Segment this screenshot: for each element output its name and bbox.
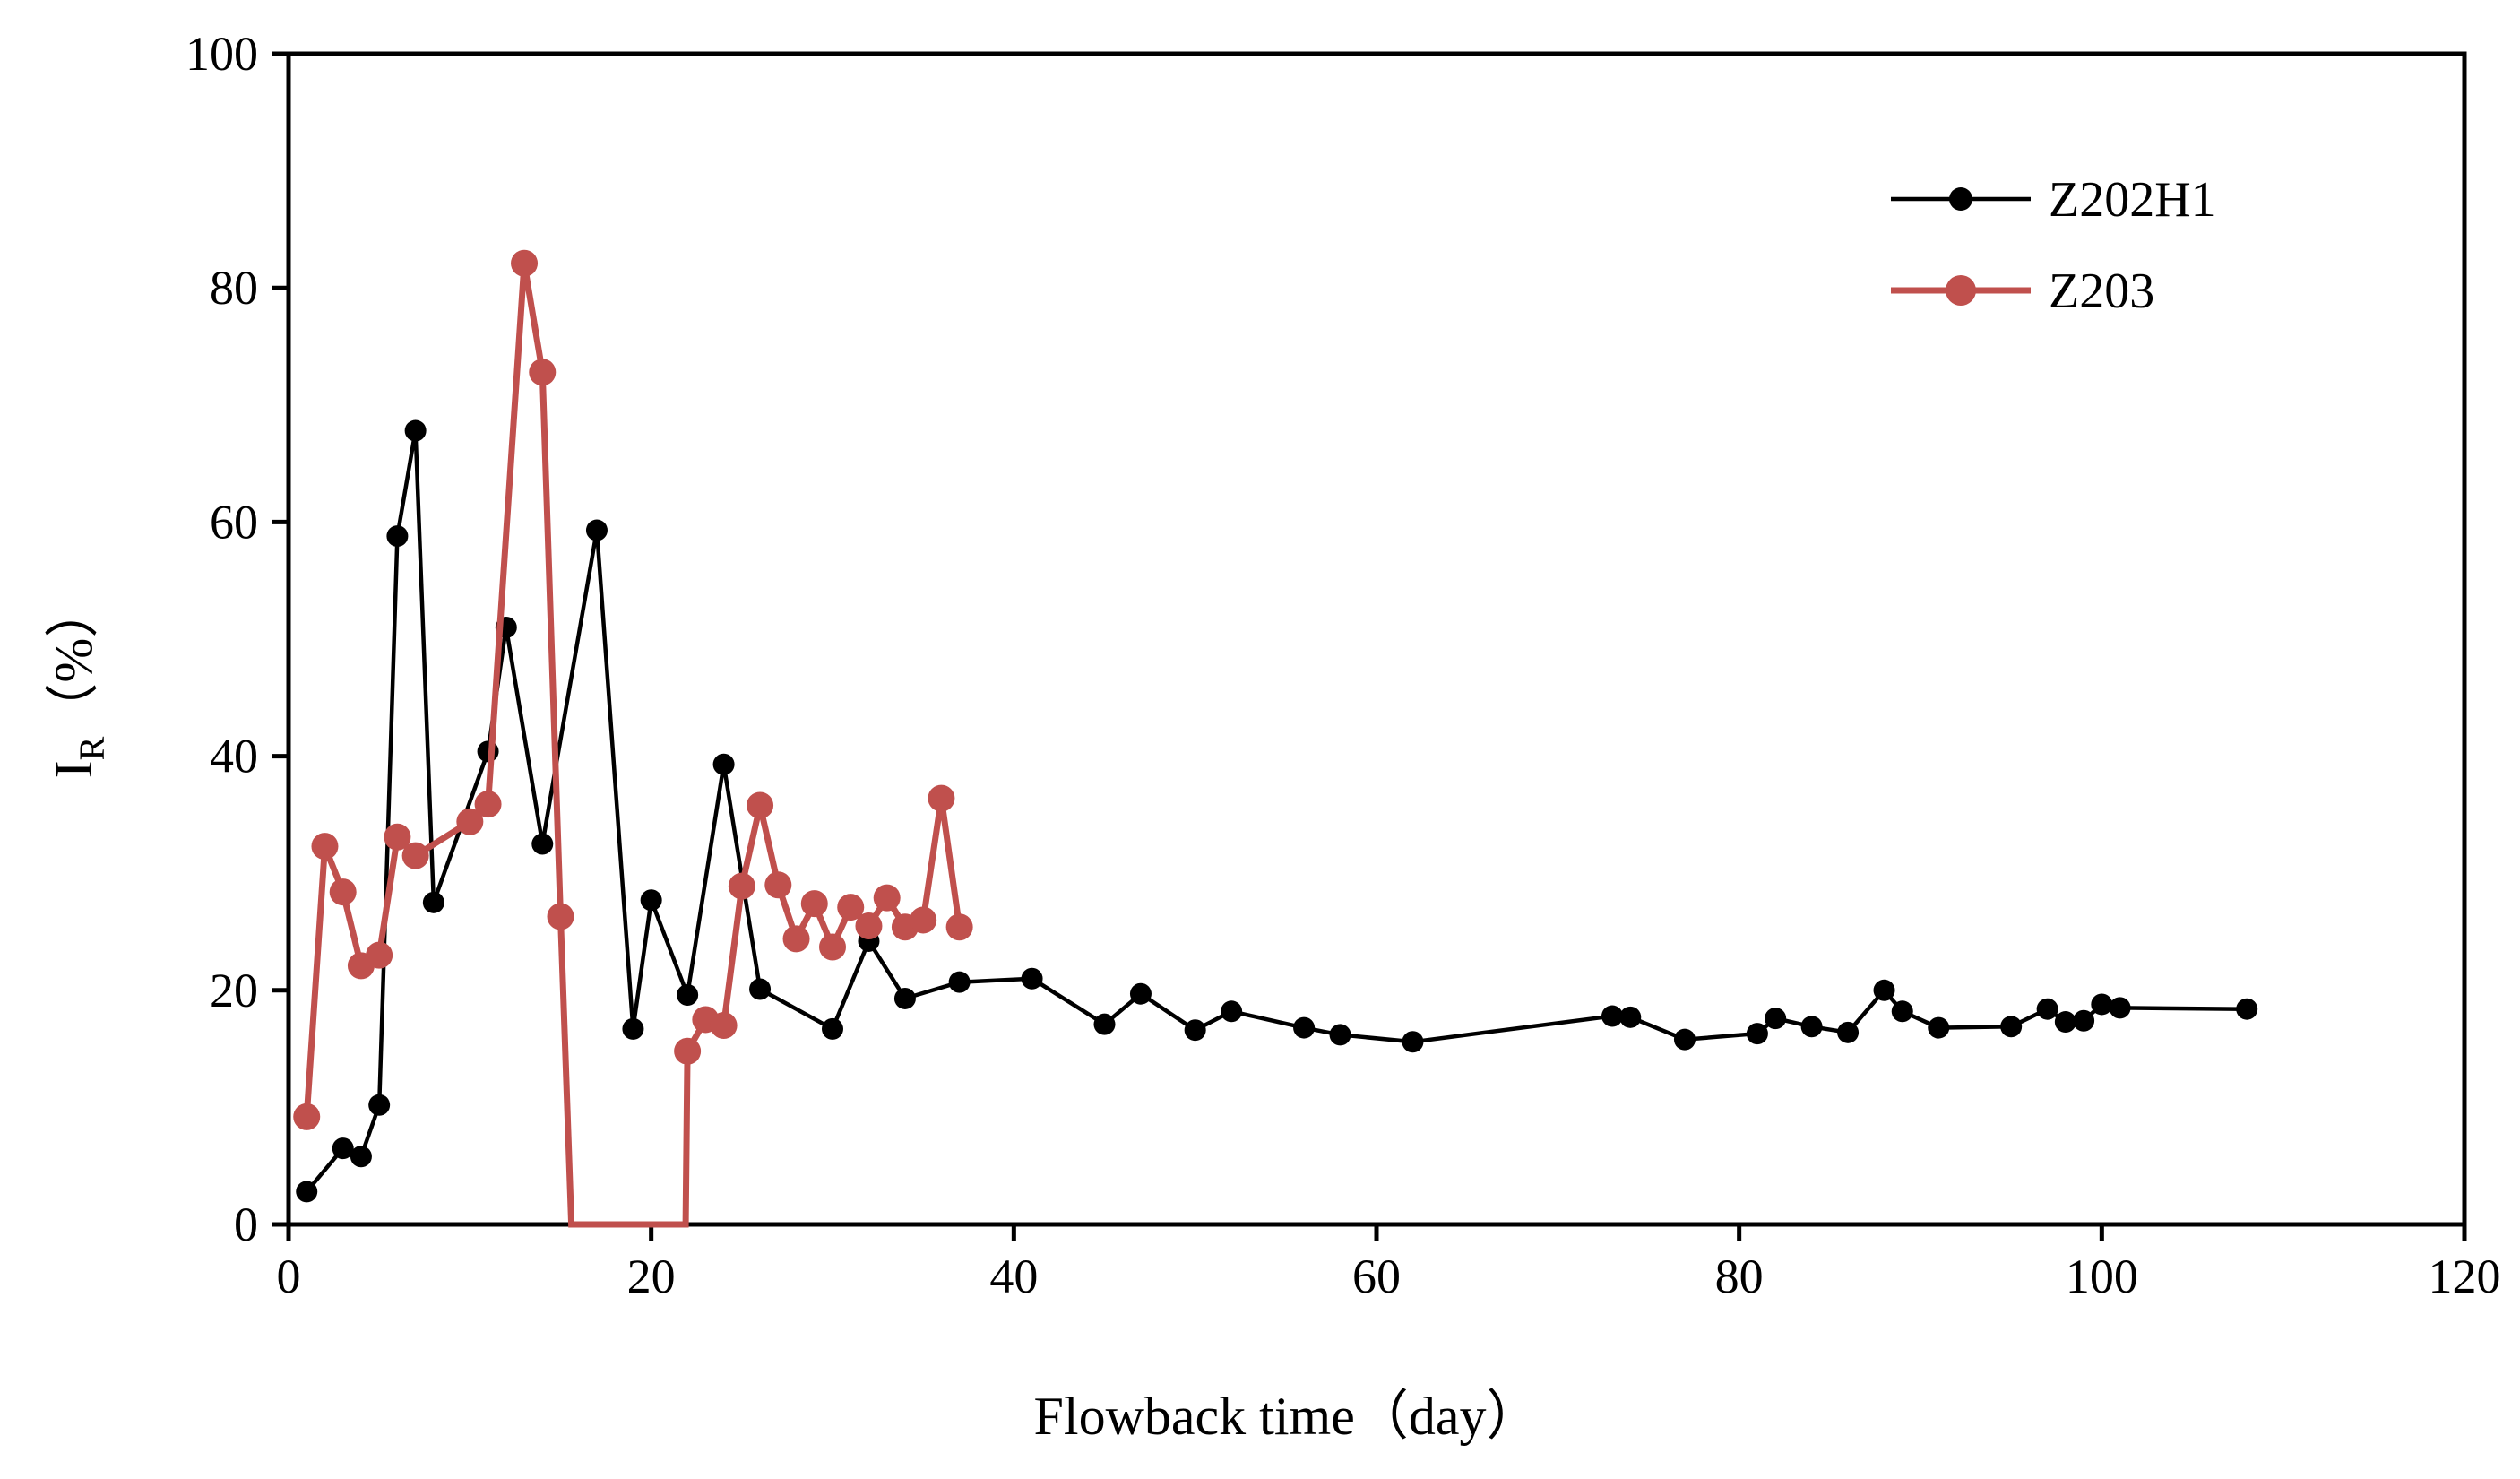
data-point-z202h1 — [1800, 1016, 1823, 1038]
data-point-z202h1 — [368, 1094, 391, 1116]
y-tick-label: 0 — [234, 1198, 258, 1251]
data-point-z202h1 — [640, 889, 662, 912]
data-point-z202h1 — [677, 984, 699, 1007]
data-point-z203 — [764, 871, 792, 899]
y-axis-title-subscript: R — [72, 736, 112, 760]
data-point-z203 — [547, 903, 574, 930]
data-point-z203 — [910, 906, 937, 934]
data-point-z203 — [311, 833, 339, 861]
data-point-z202h1 — [1873, 979, 1895, 1001]
x-tick-label: 0 — [277, 1250, 301, 1303]
svg-text:IR（%）: IR（%） — [44, 584, 112, 779]
legend-label-z203: Z203 — [2049, 264, 2154, 319]
data-point-z202h1 — [1928, 1016, 1950, 1039]
x-tick-label: 20 — [627, 1250, 676, 1303]
data-point-z202h1 — [1765, 1008, 1787, 1030]
x-tick-label: 60 — [1352, 1250, 1401, 1303]
data-point-z202h1 — [1746, 1023, 1768, 1045]
y-tick-label: 20 — [210, 964, 258, 1017]
data-point-z202h1 — [2073, 1009, 2095, 1032]
y-tick-label: 40 — [210, 730, 258, 783]
data-point-z202h1 — [1221, 1000, 1243, 1023]
data-point-z203 — [819, 933, 846, 961]
data-point-z203 — [945, 913, 973, 941]
data-point-z202h1 — [822, 1017, 843, 1040]
x-tick-label: 120 — [2429, 1250, 2501, 1303]
data-point-z202h1 — [2054, 1011, 2076, 1034]
legend-label-z202h1: Z202H1 — [2049, 172, 2216, 228]
data-point-z203 — [782, 925, 810, 953]
y-tick-label: 100 — [186, 27, 258, 81]
data-point-z202h1 — [2109, 997, 2131, 1019]
data-point-z202h1 — [1184, 1019, 1206, 1042]
data-point-z202h1 — [1837, 1021, 1860, 1043]
data-point-z202h1 — [386, 525, 409, 548]
y-axis-ticks: 0 20 40 60 80 100 — [186, 27, 289, 1251]
data-point-z202h1 — [296, 1181, 318, 1203]
data-point-z203 — [728, 872, 755, 900]
data-point-z202h1 — [1619, 1006, 1642, 1028]
series-layer — [293, 249, 2258, 1228]
data-point-z203 — [710, 1011, 738, 1039]
legend: Z202H1 Z203 — [1891, 172, 2216, 319]
series-line-z203 — [303, 263, 963, 1228]
data-point-z203 — [928, 784, 955, 812]
x-tick-label: 40 — [989, 1250, 1038, 1303]
data-point-z203 — [873, 884, 901, 912]
y-tick-label: 80 — [210, 261, 258, 315]
series-line-z202h1 — [305, 430, 2248, 1193]
x-tick-label: 100 — [2066, 1250, 2138, 1303]
legend-marker-z203 — [1946, 275, 1976, 306]
data-point-z202h1 — [2236, 998, 2258, 1020]
data-point-z202h1 — [2036, 998, 2058, 1020]
data-point-z203 — [456, 808, 484, 835]
data-point-z202h1 — [332, 1137, 354, 1160]
data-point-z202h1 — [350, 1146, 372, 1168]
data-point-z202h1 — [1601, 1005, 1624, 1027]
data-point-z203 — [855, 912, 883, 939]
y-axis-title-main: I — [44, 760, 103, 778]
data-point-z203 — [329, 878, 357, 906]
data-point-z203 — [401, 842, 429, 869]
legend-marker-z202h1 — [1949, 187, 1972, 211]
data-point-z203 — [384, 823, 411, 851]
y-tick-label: 60 — [210, 495, 258, 549]
data-point-z203 — [511, 249, 539, 277]
data-point-z202h1 — [404, 419, 427, 442]
data-point-z203 — [837, 894, 865, 921]
data-point-z202h1 — [948, 971, 971, 993]
data-point-z203 — [474, 791, 502, 818]
data-point-z202h1 — [585, 519, 608, 541]
x-tick-label: 80 — [1715, 1250, 1764, 1303]
data-point-z202h1 — [1329, 1024, 1351, 1046]
data-point-z202h1 — [712, 753, 735, 775]
data-point-z203 — [529, 359, 557, 386]
y-axis-title-unit: （%） — [44, 584, 103, 737]
data-point-z202h1 — [1402, 1031, 1424, 1053]
data-point-z202h1 — [1129, 982, 1152, 1005]
data-point-z202h1 — [1891, 1000, 1913, 1023]
data-point-z202h1 — [1093, 1013, 1116, 1035]
data-point-z202h1 — [422, 891, 444, 913]
x-axis-title: Flowback time（day） — [1034, 1387, 1540, 1446]
data-point-z202h1 — [1673, 1028, 1696, 1051]
data-point-z203 — [674, 1037, 702, 1065]
x-axis-ticks: 0 20 40 60 80 100 120 — [277, 1224, 2501, 1303]
plot-frame — [286, 51, 2467, 1227]
data-point-z202h1 — [1021, 967, 1043, 990]
data-point-z202h1 — [622, 1017, 644, 1040]
data-point-z202h1 — [749, 978, 772, 1000]
data-point-z203 — [747, 791, 774, 819]
data-point-z203 — [800, 890, 828, 918]
data-point-z202h1 — [2091, 993, 2113, 1016]
data-point-z202h1 — [1293, 1016, 1316, 1039]
data-point-z202h1 — [893, 987, 916, 1009]
data-point-z202h1 — [531, 833, 554, 855]
data-point-z203 — [293, 1103, 321, 1130]
y-axis-title: IR（%） — [44, 584, 112, 779]
data-point-z203 — [366, 941, 393, 969]
data-point-z202h1 — [2000, 1016, 2023, 1038]
